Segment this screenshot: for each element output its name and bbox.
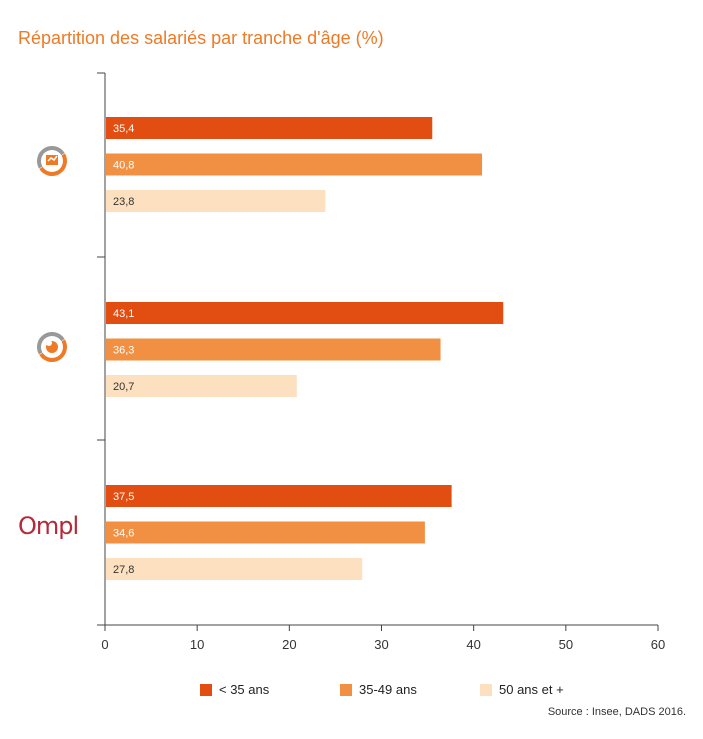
- x-tick-label: 10: [190, 637, 204, 652]
- orange-circle-arrows-icon: [36, 146, 67, 177]
- x-tick-label: 60: [651, 637, 665, 652]
- legend-item: < 35 ans: [200, 682, 340, 697]
- bar-value-label: 27,8: [113, 564, 134, 576]
- bar: [106, 338, 441, 361]
- legend-item: 35-49 ans: [340, 682, 480, 697]
- legend-swatch: [340, 683, 352, 696]
- legend-swatch: [480, 683, 492, 696]
- bar-value-label: 35,4: [113, 123, 134, 135]
- bar-value-label: 20,7: [113, 381, 134, 393]
- bar: [106, 302, 504, 324]
- ompl-logo: Ompl: [18, 512, 79, 540]
- bar: [106, 558, 363, 580]
- bar: [106, 117, 433, 139]
- bar: [106, 375, 297, 397]
- source-note: Source : Insee, DADS 2016.: [547, 706, 686, 718]
- bar: [106, 485, 452, 507]
- bar-value-label: 37,5: [113, 491, 134, 503]
- legend: < 35 ans 35-49 ans 50 ans et +: [200, 682, 564, 697]
- bar: [106, 190, 326, 212]
- orange-circle-tools-icon: [36, 332, 67, 362]
- x-tick-label: 30: [374, 637, 388, 652]
- chart-title: Répartition des salariés par tranche d'â…: [18, 28, 384, 48]
- bar-value-label: 43,1: [113, 308, 134, 320]
- x-tick-label: 40: [466, 637, 480, 652]
- legend-label: < 35 ans: [219, 682, 270, 697]
- bar: [106, 521, 425, 544]
- x-tick-label: 50: [559, 637, 573, 652]
- bar-value-label: 40,8: [113, 160, 134, 172]
- legend-swatch: [200, 683, 212, 696]
- legend-label: 35-49 ans: [359, 682, 417, 697]
- legend-item: 50 ans et +: [480, 682, 564, 697]
- bar-value-label: 36,3: [113, 345, 134, 357]
- legend-label: 50 ans et +: [499, 682, 564, 697]
- bar: [106, 153, 483, 176]
- bar-value-label: 34,6: [113, 528, 134, 540]
- bar-value-label: 23,8: [113, 196, 134, 208]
- x-tick-label: 20: [282, 637, 296, 652]
- x-tick-label: 0: [101, 637, 108, 652]
